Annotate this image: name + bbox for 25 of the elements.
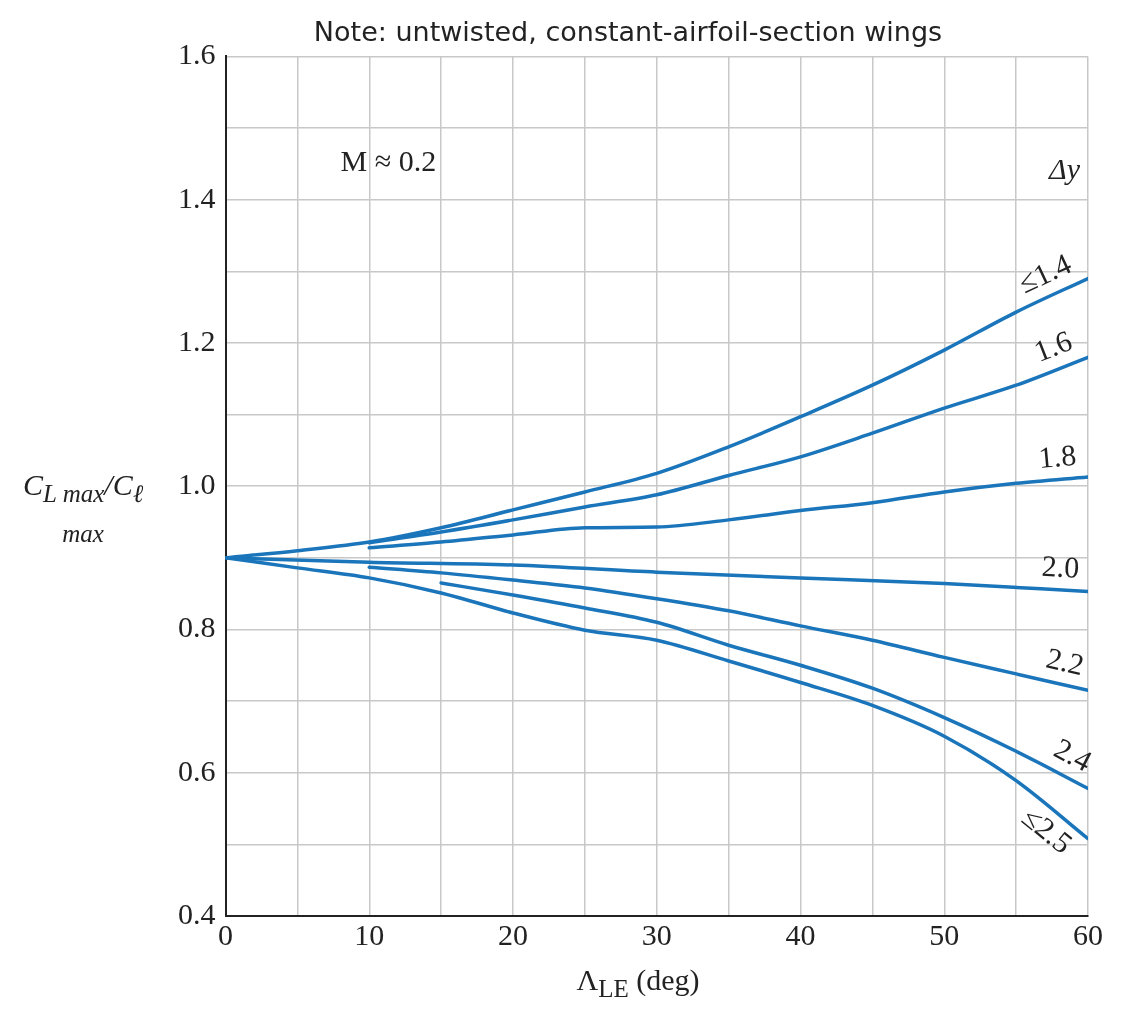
y-tick-label: 1.2 bbox=[178, 323, 216, 357]
y-tick-label: 1.0 bbox=[178, 467, 216, 501]
x-tick-label: 30 bbox=[641, 917, 672, 951]
x-tick-label: 40 bbox=[785, 917, 816, 951]
x-tick-label: 50 bbox=[929, 917, 960, 951]
text: ≤1.4 bbox=[1013, 246, 1076, 300]
text: 1.8 bbox=[1037, 437, 1078, 475]
y-tick-label: 0.8 bbox=[178, 610, 216, 644]
y-tick-label: 0.4 bbox=[178, 896, 216, 930]
text: 2.2 bbox=[1043, 640, 1088, 682]
x-tick-label: 60 bbox=[1073, 917, 1103, 951]
text: 1.6 bbox=[1029, 323, 1077, 368]
text: 2.4 bbox=[1049, 731, 1098, 778]
x-tick-label: 20 bbox=[498, 917, 528, 951]
series-label: 2.0 bbox=[1040, 548, 1081, 584]
legend-title: Δy bbox=[1048, 152, 1081, 186]
x-axis-title: Λ$_{LE}$ (deg) bbox=[575, 963, 701, 1003]
x-tick-label: 10 bbox=[354, 917, 385, 951]
y-tick-label: 1.6 bbox=[178, 37, 216, 71]
y-tick-label: 0.6 bbox=[178, 753, 216, 787]
y-tick-label: 1.4 bbox=[178, 180, 216, 214]
text: ≤2.5 bbox=[1016, 799, 1080, 860]
x-tick-label: 0 bbox=[218, 917, 233, 951]
chart-title: Note: untwisted, constant-airfoil-section wings bbox=[313, 16, 943, 48]
annotation: M ≈ 0.2 bbox=[340, 144, 437, 178]
